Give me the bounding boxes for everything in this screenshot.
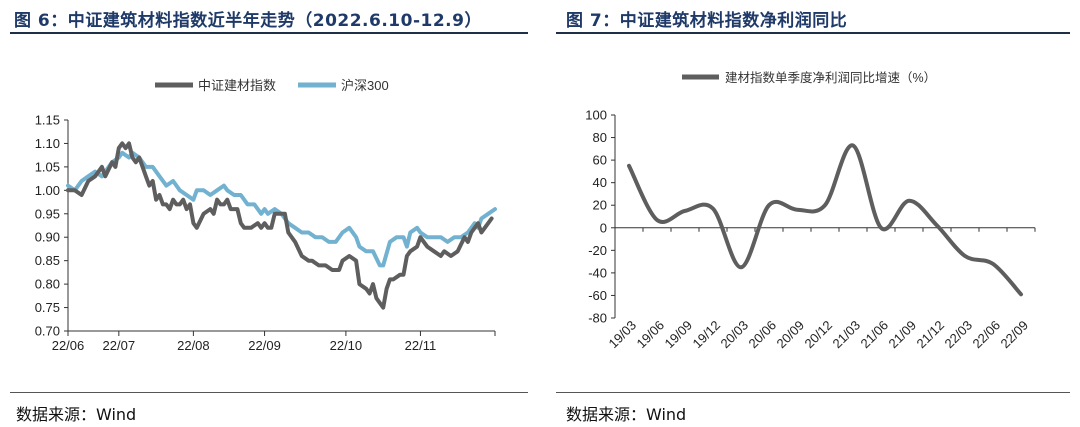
- right-y-tick-label: -40: [588, 265, 607, 280]
- right-y-tick-label: -20: [588, 243, 607, 258]
- left-y-tick-label: 0.85: [35, 253, 60, 268]
- left-series-line-building-materials: [66, 141, 494, 310]
- left-y-tick-label: 0.70: [35, 324, 60, 339]
- right-x-tick-label: 19/12: [690, 318, 724, 352]
- left-y-tick-label: 0.80: [35, 277, 60, 292]
- right-y-tick-label: 0: [600, 220, 607, 235]
- right-y-tick-label: 60: [593, 153, 607, 168]
- right-x-tick-label: 20/03: [718, 318, 752, 352]
- left-y-tick-label: 1.10: [35, 136, 60, 151]
- left-title-rule: [10, 32, 528, 34]
- right-axes: -80 -60 -40 -20 0 20 40 60 80 100 19/0319/0619/091…: [585, 108, 1036, 352]
- left-x-tick-label: 22/07: [103, 338, 136, 353]
- right-x-tick-label: 22/06: [970, 318, 1004, 352]
- left-source-rule: [10, 392, 528, 393]
- right-x-tick-label: 21/12: [914, 318, 948, 352]
- left-y-tick-label: 1.15: [35, 113, 60, 128]
- right-x-tick-label: 22/03: [942, 318, 976, 352]
- right-x-tick-label: 21/03: [830, 318, 864, 352]
- left-axes: 0.70 0.75 0.80 0.85 0.90 0.95 1.00 1.05 1.10 1.15…: [35, 113, 496, 353]
- right-title-rule: [556, 32, 1070, 34]
- right-y-tick-label: 40: [593, 175, 607, 190]
- right-chart-title: 图 7：中证建筑材料指数净利润同比: [566, 11, 848, 31]
- right-legend-label: 建材指数单季度净利润同比增速（%）: [725, 70, 936, 85]
- right-legend: 建材指数单季度净利润同比增速（%）: [682, 70, 936, 85]
- left-legend-label: 中证建材指数: [198, 78, 276, 93]
- left-chart-title: 图 6：中证建筑材料指数近半年走势（2022.6.10-12.9）: [14, 11, 482, 31]
- left-y-tick-label: 0.90: [35, 230, 60, 245]
- right-x-tick-label: 20/12: [802, 318, 836, 352]
- left-x-tick-label: 22/09: [248, 338, 281, 353]
- left-legend: 中证建材指数 沪深300: [155, 78, 389, 93]
- right-source: 数据来源：Wind: [566, 405, 687, 424]
- right-x-tick-label: 19/09: [662, 318, 696, 352]
- left-source: 数据来源：Wind: [16, 405, 137, 424]
- left-legend-label: 沪深300: [341, 78, 389, 93]
- left-y-tick-label: 0.75: [35, 300, 60, 315]
- left-x-tick-label: 22/11: [405, 338, 437, 353]
- right-x-tick-label: 20/09: [774, 318, 808, 352]
- right-x-tick-label: 19/06: [634, 318, 668, 352]
- left-x-tick-label: 22/06: [52, 338, 85, 353]
- right-y-tick-label: 100: [585, 108, 607, 123]
- left-x-tick-label: 22/10: [330, 338, 363, 353]
- right-y-tick-label: 80: [593, 130, 607, 145]
- left-series-layer: [66, 141, 497, 310]
- right-y-tick-label: -60: [588, 288, 607, 303]
- right-x-tick-label: 22/09: [998, 318, 1032, 352]
- right-x-tick-label: 19/03: [606, 318, 640, 352]
- right-series-line: [627, 143, 1023, 297]
- right-x-tick-label: 20/06: [746, 318, 780, 352]
- right-x-tick-label: 21/09: [886, 318, 920, 352]
- right-source-rule: [556, 392, 1070, 393]
- right-chart: 建材指数单季度净利润同比增速（%） -80 -60 -40 -20 0 20 40 60 80 1…: [585, 70, 1036, 352]
- right-x-tick-label: 21/06: [858, 318, 892, 352]
- right-series-layer: [627, 143, 1023, 297]
- right-y-tick-label: -80: [588, 311, 607, 326]
- left-y-tick-label: 0.95: [35, 206, 60, 221]
- left-y-tick-label: 1.00: [35, 183, 60, 198]
- right-y-tick-label: 20: [593, 198, 607, 213]
- left-chart: 中证建材指数 沪深300 0.70 0.75 0.80 0.85 0.90 0.95 1.00…: [35, 78, 497, 353]
- left-y-tick-label: 1.05: [35, 159, 60, 174]
- left-x-tick-label: 22/08: [177, 338, 210, 353]
